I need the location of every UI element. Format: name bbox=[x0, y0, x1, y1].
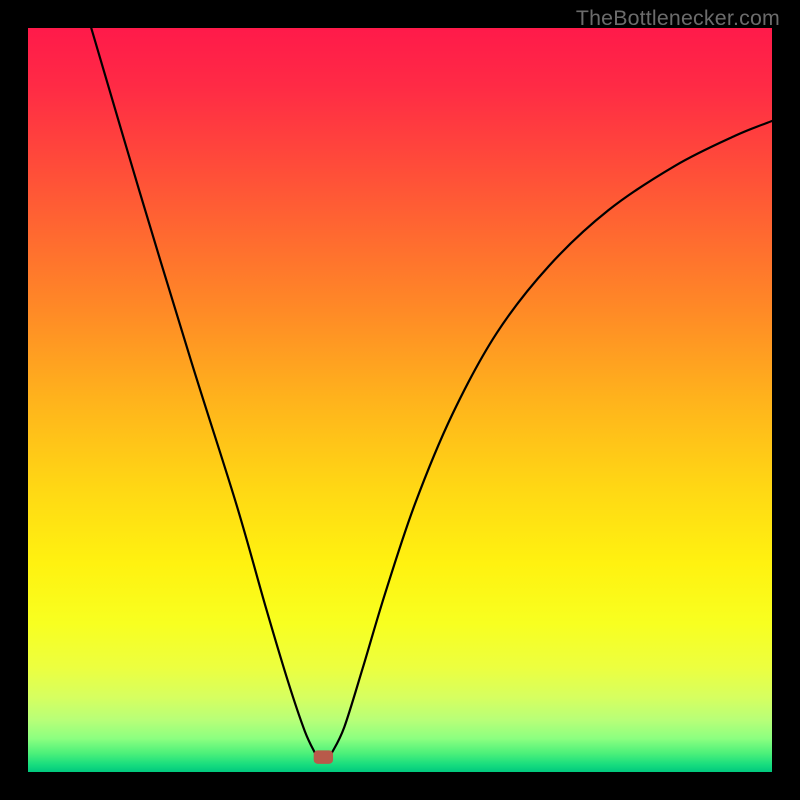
curve-right-branch bbox=[332, 121, 772, 753]
bottleneck-marker bbox=[314, 750, 333, 763]
bottleneck-curve-svg bbox=[28, 28, 772, 772]
plot-area bbox=[28, 28, 772, 772]
curve-left-branch bbox=[91, 28, 315, 753]
watermark-label: TheBottlenecker.com bbox=[576, 6, 780, 31]
